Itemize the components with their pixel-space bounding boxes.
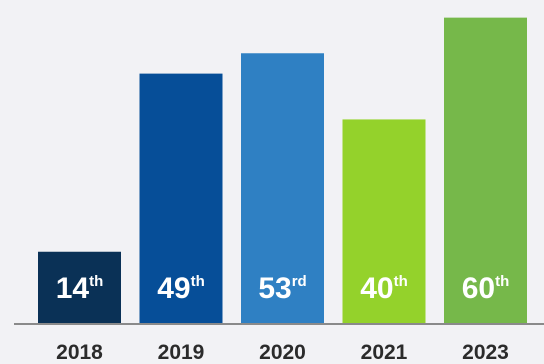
bar-value-label-2019: 49th [157, 272, 205, 305]
bar-2021 [342, 119, 426, 324]
x-tick-label-2023: 2023 [462, 341, 509, 364]
bar-value-label-2018: 14th [56, 272, 104, 305]
x-tick-label-2018: 2018 [56, 341, 103, 364]
bar-value-label-2023: 60th [462, 272, 510, 305]
bar-value-label-2020: 53rd [258, 272, 306, 305]
bar-2020 [241, 53, 324, 323]
bar-value-labels: 14th 49th 53rd 40th 60th [56, 272, 510, 305]
x-tick-label-2021: 2021 [361, 341, 408, 364]
bar-2019 [139, 73, 223, 323]
bars-group [38, 17, 527, 324]
x-tick-label-2020: 2020 [259, 341, 306, 364]
x-tick-label-2019: 2019 [158, 341, 205, 364]
bar-2018 [38, 251, 121, 323]
x-axis-tick-labels: 2018 2019 2020 2021 2023 [56, 341, 509, 364]
bar-value-label-2021: 40th [360, 272, 408, 305]
bar-2023 [444, 17, 527, 323]
